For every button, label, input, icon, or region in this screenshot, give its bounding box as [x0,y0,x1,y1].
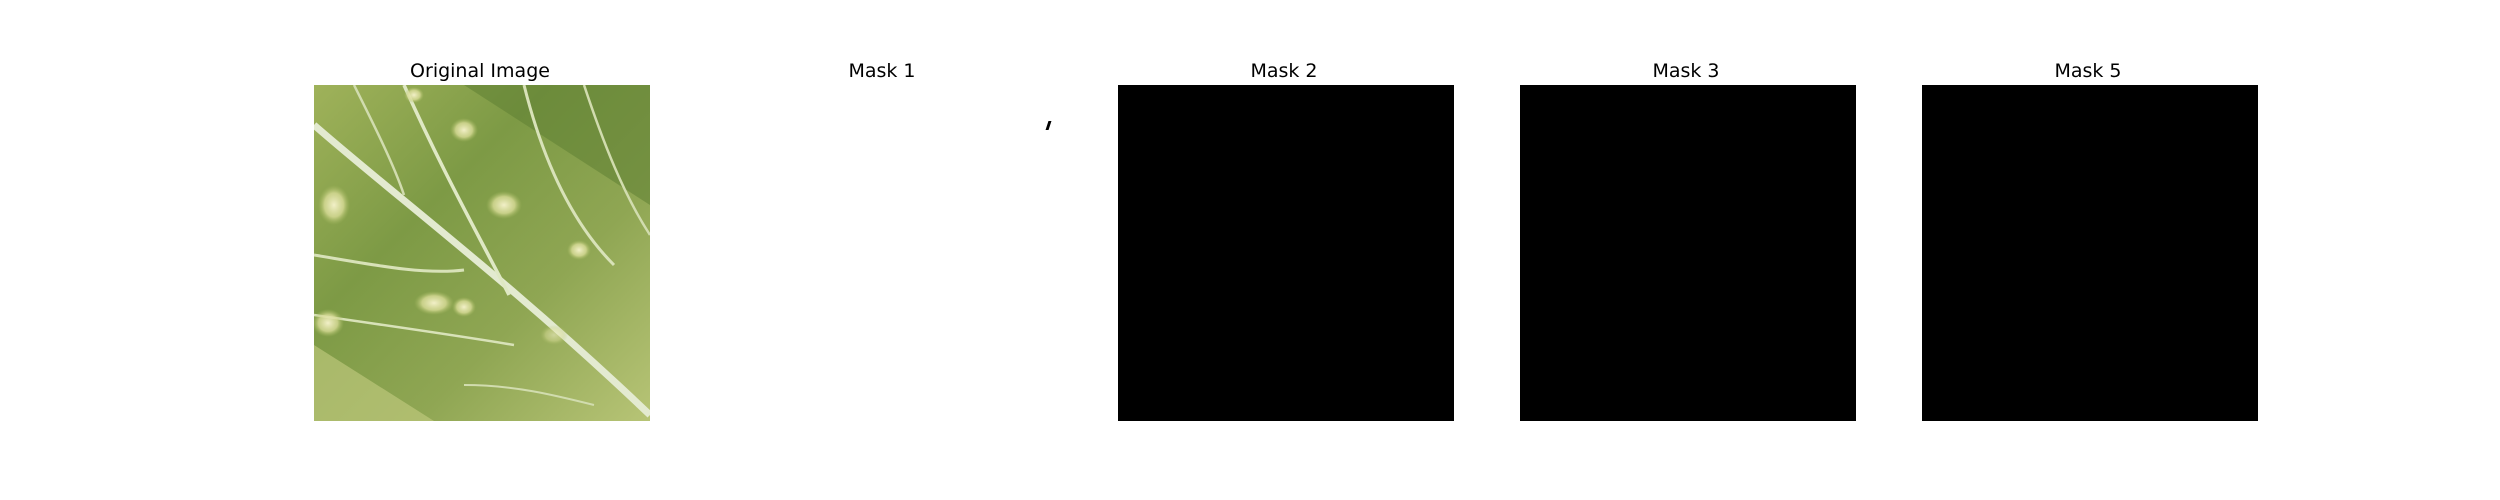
mask-2-image [1118,85,1454,421]
mask-5-image [1922,85,2258,421]
original-leaf-image [314,85,650,421]
mask-1-image [716,85,1052,421]
mask-3-image [1520,85,1856,421]
mask-1-title: Mask 1 [848,60,916,82]
mask-5-title: Mask 5 [2054,60,2122,82]
leaf-photo-drawing [314,85,650,421]
mask-3-title: Mask 3 [1652,60,1720,82]
mask-2-title: Mask 2 [1250,60,1318,82]
original-image-title: Original Image [410,60,550,82]
